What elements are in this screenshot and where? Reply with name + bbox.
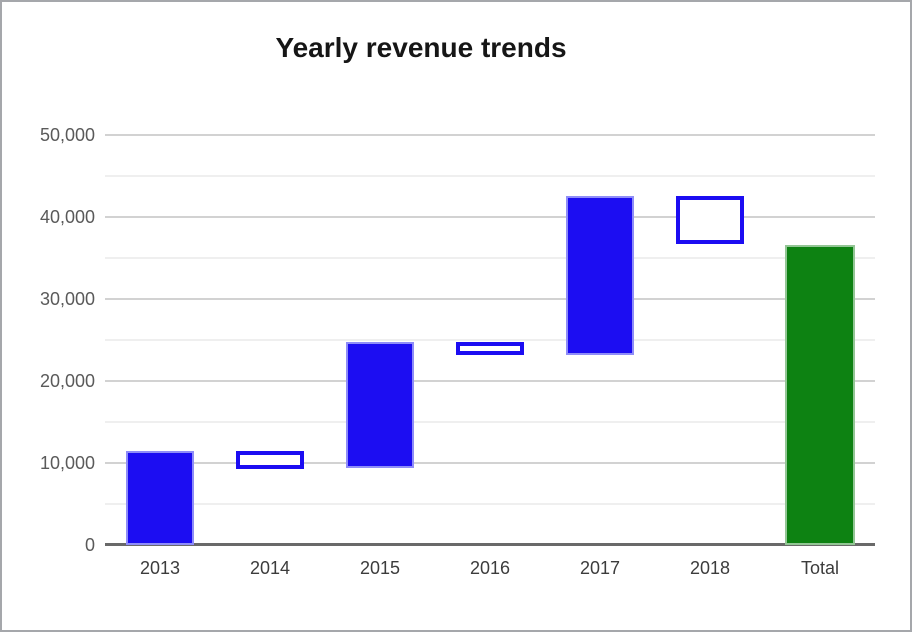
waterfall-bar-2018[interactable] — [676, 196, 744, 244]
gridline-major — [105, 134, 875, 136]
plot-area — [105, 114, 875, 546]
x-category-label: 2015 — [359, 558, 401, 578]
x-category-label: 2014 — [249, 558, 291, 578]
x-category-label: 2018 — [689, 558, 731, 578]
waterfall-bar-2017[interactable] — [566, 196, 634, 355]
waterfall-bar-2013[interactable] — [126, 451, 194, 545]
x-axis-baseline — [105, 543, 875, 546]
gridline-major — [105, 462, 875, 464]
waterfall-bar-2014[interactable] — [236, 451, 304, 469]
y-tick-label: 50,000 — [39, 125, 95, 145]
x-category-label: 2017 — [579, 558, 621, 578]
gridline-major — [105, 298, 875, 300]
gridline-major — [105, 380, 875, 382]
gridline-minor — [105, 339, 875, 341]
y-tick-label: 30,000 — [39, 289, 95, 309]
y-tick-label: 40,000 — [39, 207, 95, 227]
chart-title: Yearly revenue trends — [275, 32, 567, 63]
waterfall-bar-total[interactable] — [785, 245, 855, 545]
gridline-minor — [105, 175, 875, 177]
x-category-label: Total — [800, 558, 840, 578]
x-category-label: 2013 — [139, 558, 181, 578]
waterfall-bar-2015[interactable] — [346, 342, 414, 468]
y-tick-label: 10,000 — [39, 453, 95, 473]
gridline-minor — [105, 421, 875, 423]
x-category-label: 2016 — [469, 558, 511, 578]
gridline-major — [105, 216, 875, 218]
y-tick-label: 0 — [84, 535, 95, 555]
waterfall-bar-2016[interactable] — [456, 342, 524, 355]
gridline-minor — [105, 257, 875, 259]
y-tick-label: 20,000 — [39, 371, 95, 391]
gridline-minor — [105, 503, 875, 505]
